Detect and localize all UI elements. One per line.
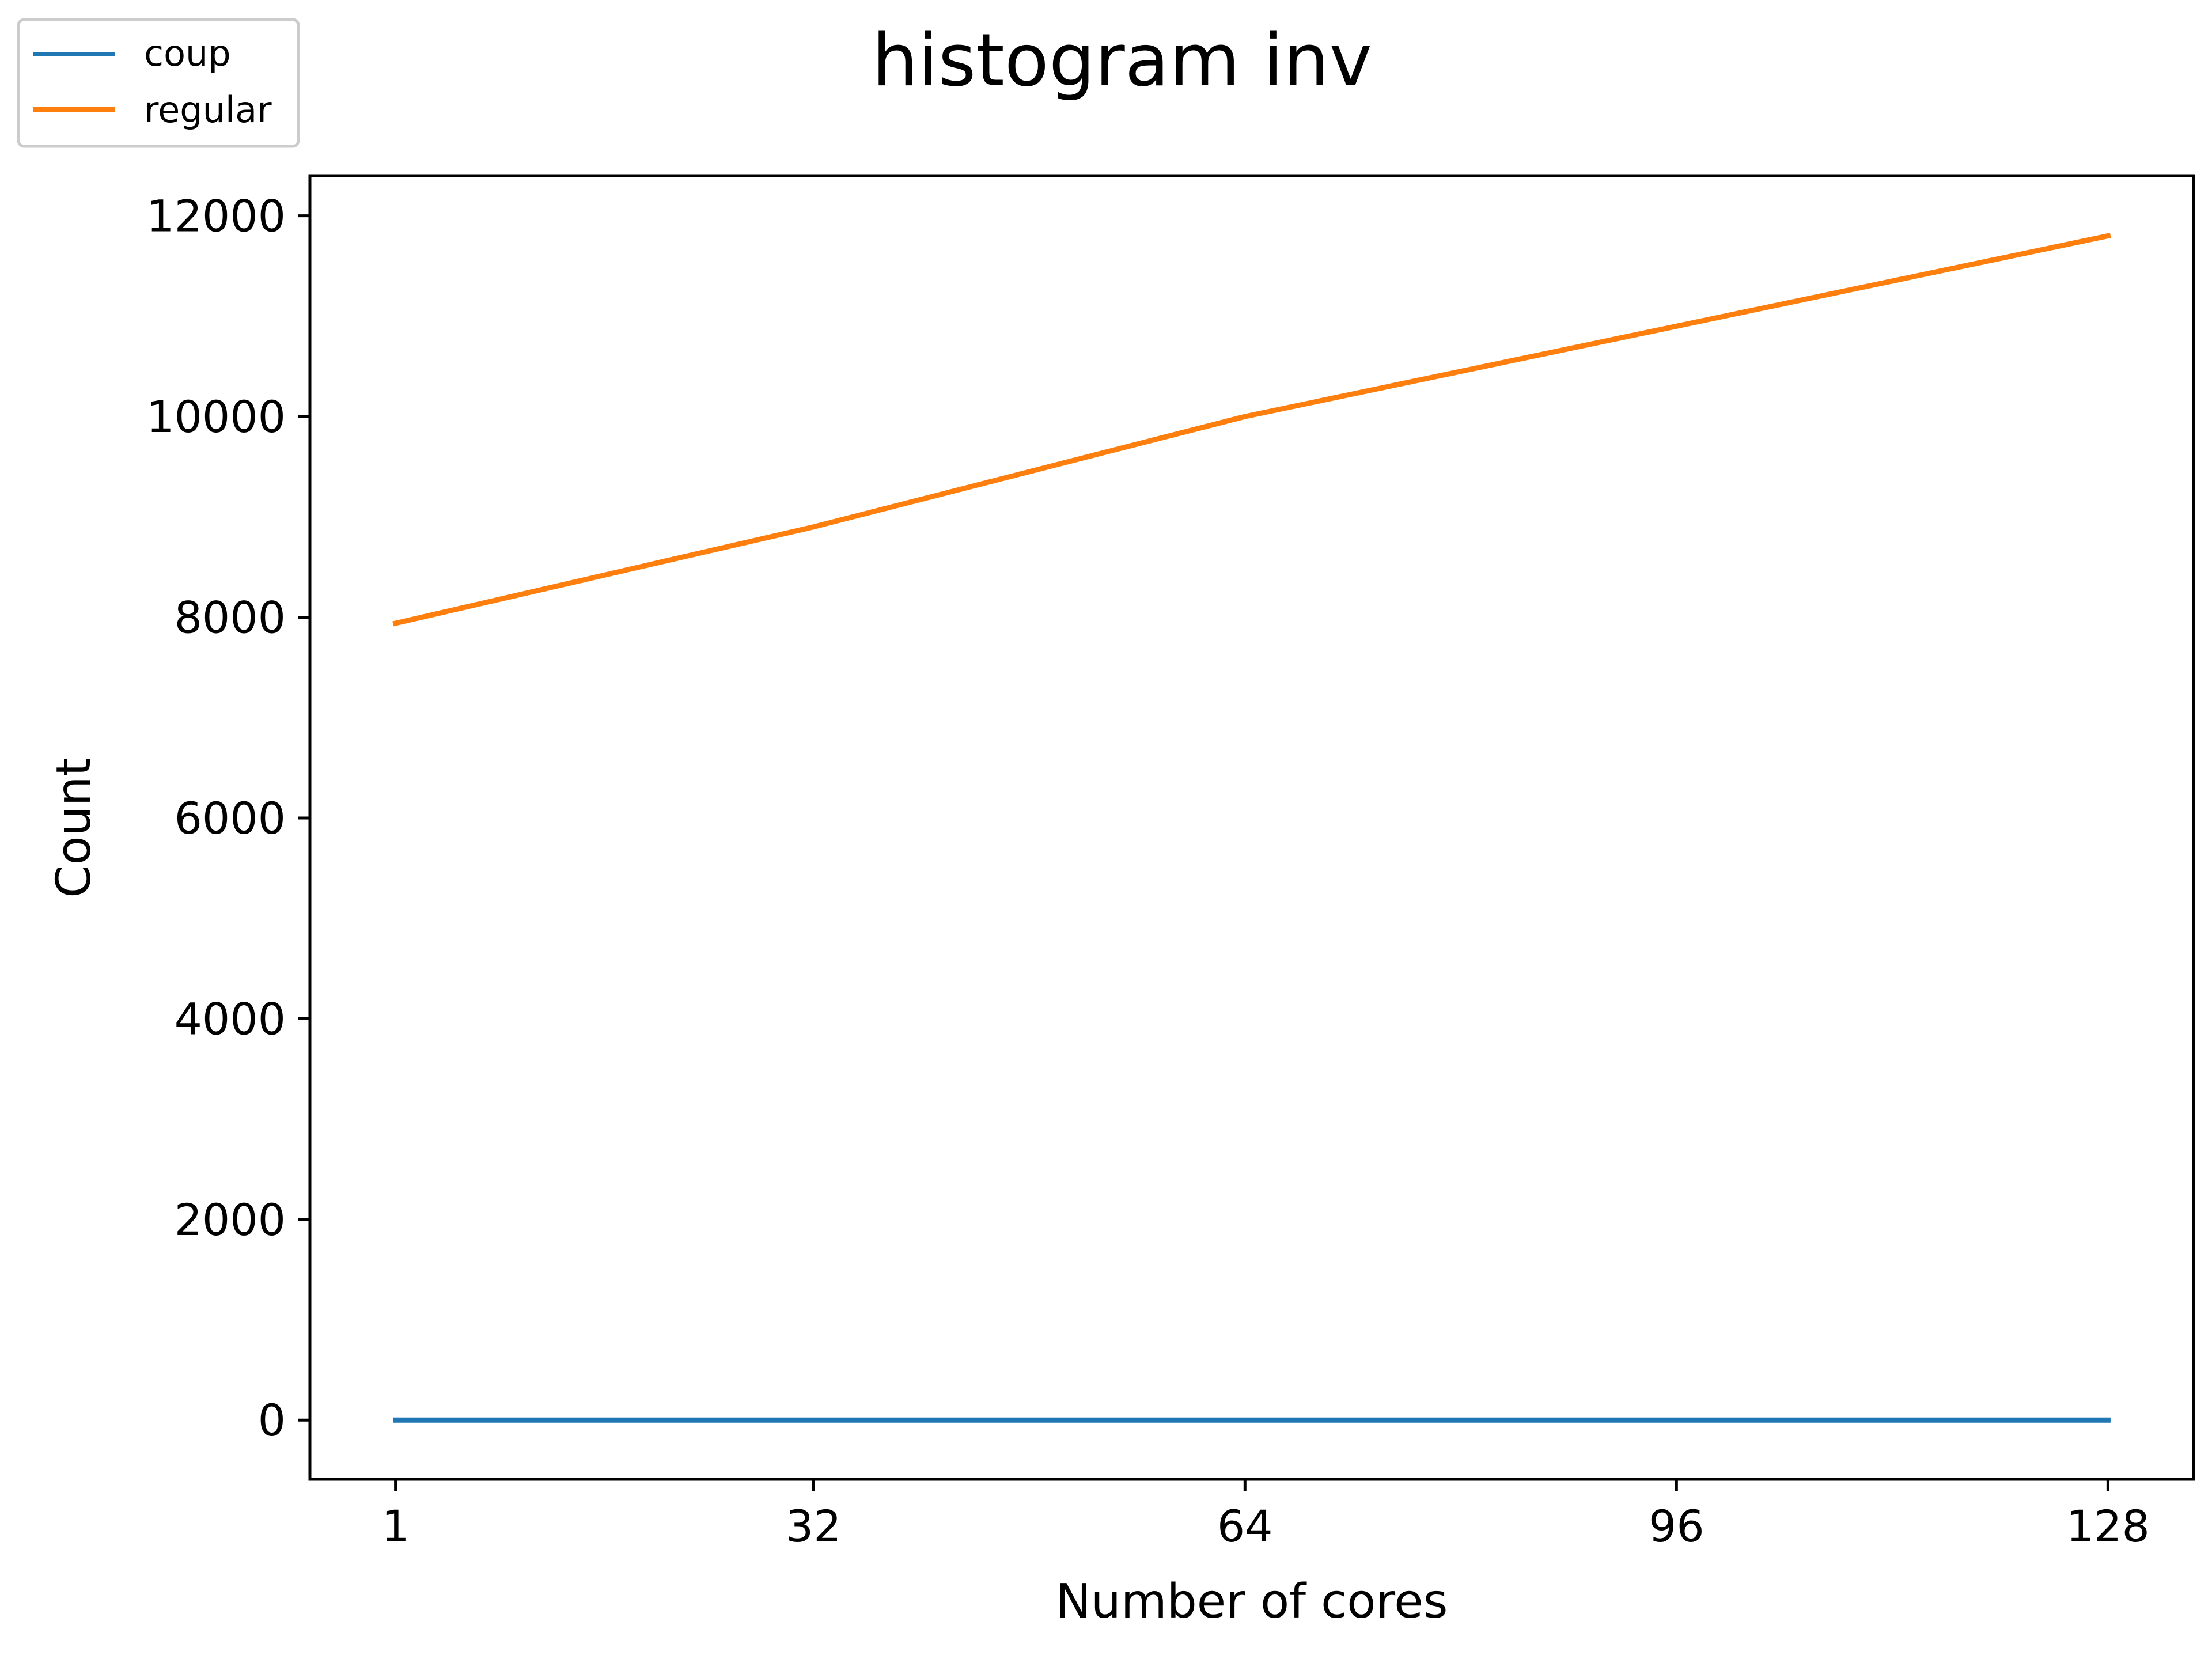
x-tick-label: 1	[381, 1501, 409, 1552]
y-tick-label: 6000	[175, 793, 286, 844]
y-tick-label: 0	[258, 1395, 286, 1446]
x-tick-label: 64	[1217, 1501, 1273, 1552]
y-tick-label: 2000	[175, 1194, 286, 1245]
y-tick-label: 8000	[175, 592, 286, 643]
y-tick-label: 4000	[175, 993, 286, 1044]
x-tick-label: 96	[1649, 1501, 1705, 1552]
x-axis: 1 32 64 96 128	[381, 1479, 2150, 1552]
y-tick-label: 10000	[146, 391, 286, 442]
series-line-regular	[392, 233, 2111, 627]
y-axis: 0 2000 4000 6000 8000 10000 12000	[146, 191, 310, 1446]
y-tick-label: 12000	[146, 191, 286, 242]
x-tick-label: 128	[2066, 1501, 2150, 1552]
legend-label-coup: coup	[144, 32, 231, 74]
legend-label-regular: regular	[144, 89, 272, 131]
legend: coup regular	[17, 18, 300, 148]
plot-area-frame	[308, 174, 2195, 1481]
x-axis-label: Number of cores	[1056, 1574, 1448, 1629]
legend-frame	[17, 18, 300, 148]
chart-title: histogram inv	[872, 18, 1372, 103]
x-tick-label: 32	[786, 1501, 842, 1552]
y-axis-label: Count	[47, 757, 101, 898]
series-layer	[392, 233, 2111, 1423]
